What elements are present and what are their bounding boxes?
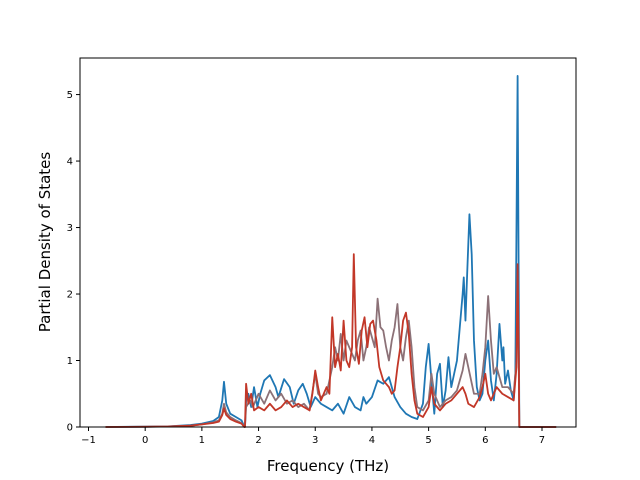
- series-line-2: [105, 273, 557, 428]
- x-tick-label: 0: [142, 435, 148, 446]
- y-tick-label: 3: [67, 223, 73, 234]
- y-tick-label: 2: [67, 290, 73, 301]
- y-axis-label: Partial Density of States: [36, 152, 54, 333]
- x-tick-label: 1: [199, 435, 205, 446]
- y-tick-label: 5: [67, 90, 73, 101]
- x-axis-ticks: −1 0 1 2 3 4 5 6 7: [81, 427, 545, 446]
- x-tick-label: −1: [81, 435, 96, 446]
- series-layer: [105, 75, 557, 428]
- x-tick-label: 7: [539, 435, 545, 446]
- x-tick-label: 6: [482, 435, 488, 446]
- y-tick-label: 0: [67, 423, 73, 434]
- x-tick-label: 3: [312, 435, 318, 446]
- y-tick-label: 1: [67, 356, 73, 367]
- y-axis-ticks: 0 1 2 3 4 5: [67, 90, 80, 434]
- x-axis-label: Frequency (THz): [267, 457, 389, 475]
- x-tick-label: 5: [425, 435, 431, 446]
- plot-frame: [79, 57, 577, 428]
- series-line-3: [105, 253, 557, 428]
- x-tick-label: 4: [369, 435, 375, 446]
- y-tick-label: 4: [67, 157, 73, 168]
- x-tick-label: 2: [255, 435, 261, 446]
